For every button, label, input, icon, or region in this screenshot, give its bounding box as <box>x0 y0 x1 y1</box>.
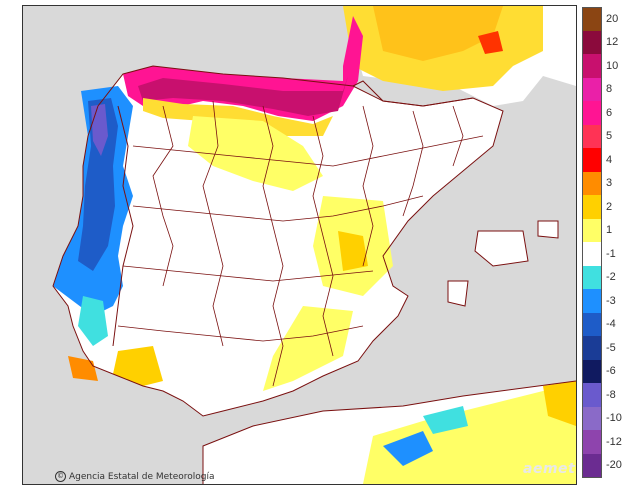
balearic-menorca <box>537 220 559 239</box>
legend-label: -5 <box>606 341 616 354</box>
legend-swatch <box>582 30 602 54</box>
legend-label: -10 <box>606 412 622 425</box>
legend-label: -12 <box>606 435 622 448</box>
north-africa-cyan <box>423 406 468 434</box>
legend-label: -6 <box>606 365 616 378</box>
legend-label: -8 <box>606 388 616 401</box>
north-coast-core <box>138 76 348 116</box>
legend-swatch <box>582 101 602 125</box>
north-warm-fringe <box>143 98 333 136</box>
legend-swatch <box>582 54 602 78</box>
copyright-icon: © <box>55 471 66 482</box>
north-plateau-warm <box>188 116 323 191</box>
legend-swatch <box>582 171 602 195</box>
map-canvas <box>23 6 576 484</box>
legend-swatch <box>582 359 602 383</box>
legend-swatch <box>582 336 602 360</box>
map-credit: © Agencia Estatal de Meteorología <box>55 471 215 482</box>
legend-label: -20 <box>606 459 622 472</box>
legend-swatch <box>582 289 602 313</box>
legend-swatch <box>582 265 602 289</box>
balearic-ibiza <box>447 280 469 307</box>
south-east-warm <box>263 306 353 391</box>
legend-label: -2 <box>606 271 616 284</box>
france-red-spot <box>478 31 503 54</box>
legend-label: 20 <box>606 12 619 25</box>
legend-label: 6 <box>606 106 613 119</box>
legend-label: 12 <box>606 36 619 49</box>
legend-swatch <box>582 312 602 336</box>
southwest-cyan <box>78 296 108 346</box>
east-interior-hot <box>338 231 368 271</box>
legend-swatch <box>582 242 602 266</box>
portugal-border <box>112 105 134 347</box>
province-borders <box>117 100 484 387</box>
south-coast-warm <box>113 346 163 386</box>
france-hot-area <box>373 6 503 61</box>
legend-swatch <box>582 453 602 478</box>
legend-swatch <box>582 148 602 172</box>
legend-label: 10 <box>606 59 619 72</box>
legend-swatch <box>582 406 602 430</box>
west-coast-purple <box>91 104 108 156</box>
color-legend: 20 12 10 8 6 5 4 3 2 1 -1 -2 -3 -4 -5 -6 -8 -10 -12 -20 <box>582 7 622 478</box>
legend-swatch <box>582 218 602 242</box>
legend-label: 5 <box>606 130 613 143</box>
north-africa-warm <box>363 386 576 484</box>
france-border <box>352 80 474 107</box>
legend-label: 4 <box>606 153 613 166</box>
legend-label: 3 <box>606 177 613 190</box>
legend-swatch <box>582 383 602 407</box>
legend-label: -4 <box>606 318 616 331</box>
north-africa-hot <box>543 381 576 426</box>
balearic-mallorca <box>474 230 529 267</box>
legend-swatch <box>582 124 602 148</box>
iberian-peninsula <box>53 66 503 416</box>
aemet-logo: aemet <box>523 461 576 477</box>
legend-label: -1 <box>606 247 616 260</box>
legend-swatch <box>582 430 602 454</box>
legend-label: 8 <box>606 83 613 96</box>
legend-label: 2 <box>606 200 613 213</box>
legend-swatch <box>582 77 602 101</box>
africa-coastline <box>202 380 576 484</box>
legend-label: -3 <box>606 294 616 307</box>
north-africa-cold <box>383 431 433 466</box>
legend-label: 1 <box>606 224 613 237</box>
credit-text: Agencia Estatal de Meteorología <box>69 472 215 482</box>
legend-swatch <box>582 195 602 219</box>
west-coast-core <box>78 98 118 271</box>
temperature-anomaly-map: © Agencia Estatal de Meteorología aemet <box>22 5 577 485</box>
legend-swatch <box>582 7 602 32</box>
